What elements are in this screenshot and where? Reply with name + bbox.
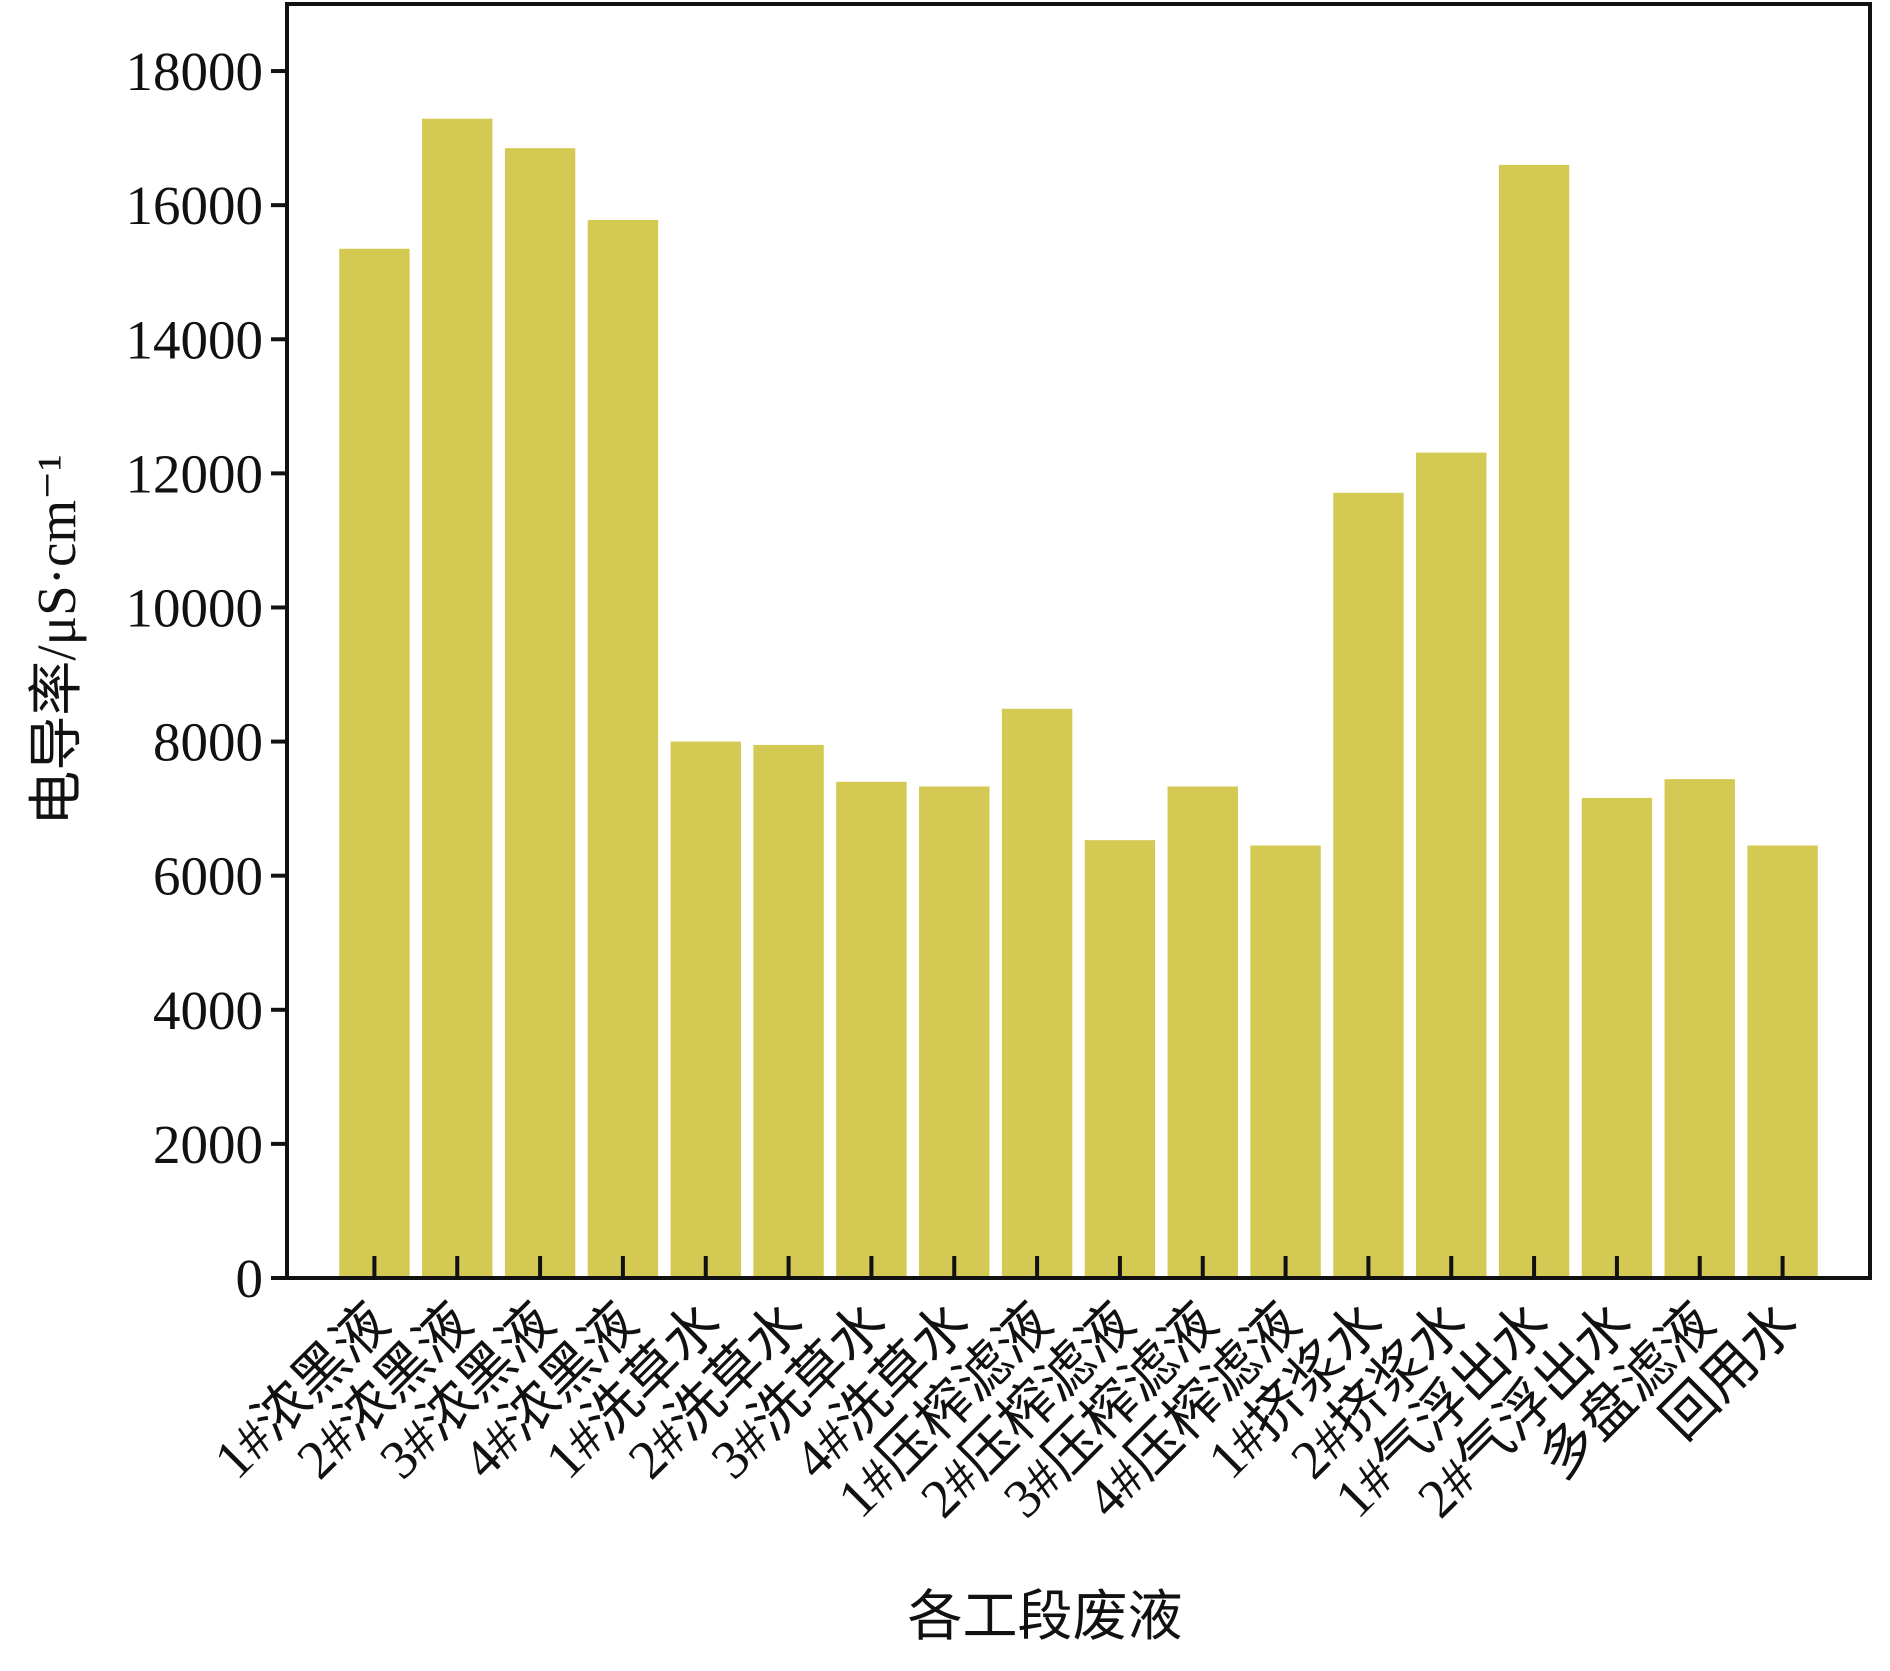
bar: [339, 248, 410, 1279]
y-tick-label: 16000: [126, 175, 264, 236]
y-tick-label: 18000: [126, 41, 264, 102]
y-tick-label: 12000: [126, 443, 264, 504]
bar: [1581, 797, 1653, 1278]
bar: [1167, 786, 1238, 1278]
x-axis-label: 各工段废液: [907, 1586, 1182, 1647]
y-axis-label: 电导率/μS·cm⁻¹: [26, 454, 87, 825]
y-tick-label: 8000: [153, 712, 263, 773]
bar: [422, 118, 493, 1278]
y-tick-label: 14000: [126, 309, 264, 370]
bar: [836, 781, 907, 1278]
bar: [919, 786, 990, 1278]
bar: [1001, 708, 1073, 1278]
bar: [587, 219, 659, 1279]
plot-frame: [285, 2, 1872, 1280]
y-tick-label: 10000: [126, 577, 264, 638]
bar: [1747, 845, 1818, 1278]
y-tick-label: 2000: [153, 1114, 263, 1175]
y-tick-label: 0: [236, 1248, 264, 1309]
bar: [1664, 779, 1735, 1278]
bar: [1498, 164, 1570, 1279]
bar: [504, 148, 576, 1278]
bar: [1250, 845, 1321, 1278]
bar: [1416, 452, 1487, 1278]
bar: [1333, 492, 1404, 1278]
bar: [1084, 840, 1156, 1278]
y-tick-label: 4000: [153, 980, 263, 1041]
bar: [753, 744, 824, 1278]
y-tick-label: 6000: [153, 846, 263, 907]
bar: [670, 741, 741, 1278]
